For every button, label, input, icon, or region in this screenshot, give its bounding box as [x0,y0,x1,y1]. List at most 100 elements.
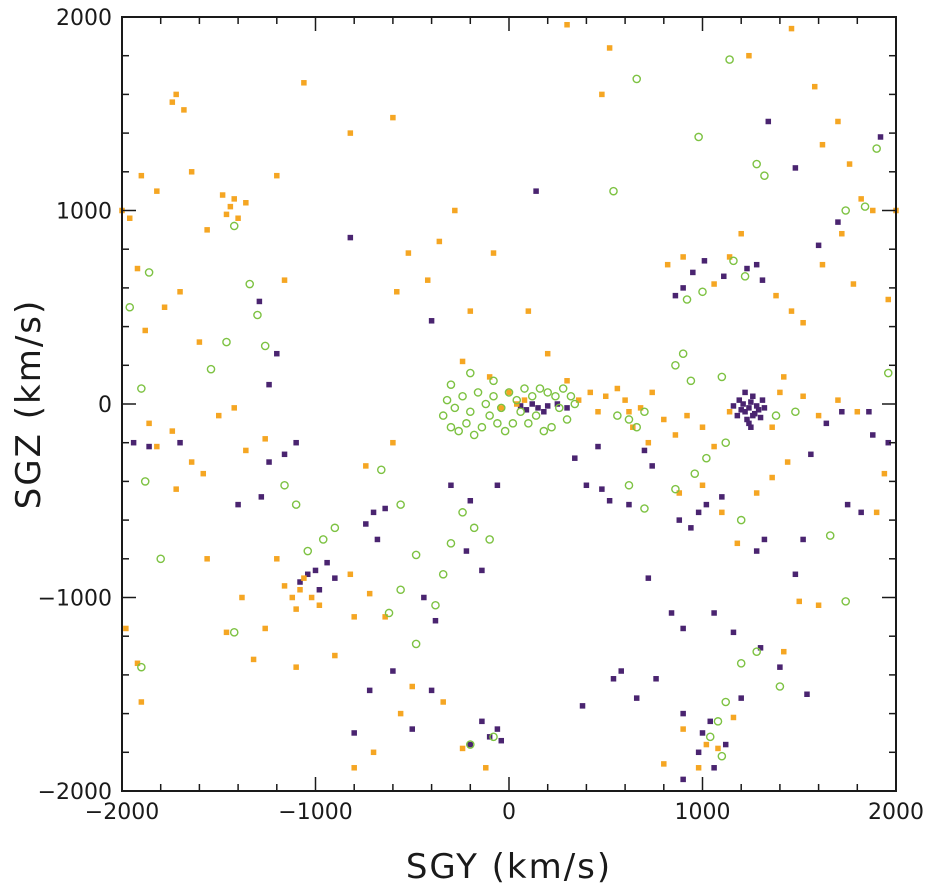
data-point [235,501,241,508]
data-point [740,401,746,407]
data-point [138,172,145,179]
data-point [676,517,683,523]
data-point [736,658,746,668]
data-point [633,695,640,701]
data-point [231,196,237,202]
data-point [173,91,179,98]
y-tick-label: 2000 [56,6,112,31]
data-point [436,238,443,245]
data-point [632,422,642,432]
data-point [729,256,738,266]
data-point [860,202,870,211]
data-point [347,571,354,578]
data-point [769,474,775,481]
data-point [363,521,369,527]
data-point [694,132,703,142]
data-point [222,337,231,347]
y-tick-label: 0 [98,393,112,418]
data-point [134,660,141,667]
data-point [465,740,475,749]
data-point [281,583,288,589]
data-point [473,388,483,397]
data-point [156,554,165,564]
data-point [711,281,717,287]
data-point [839,230,845,237]
data-point [761,405,768,411]
data-point [463,548,470,554]
data-point [544,403,551,409]
data-point [736,515,746,525]
data-point [761,536,768,543]
data-point [815,602,822,608]
data-point [606,45,613,51]
data-point [676,490,683,496]
data-point [688,525,694,531]
data-point [440,699,446,705]
data-point [800,319,806,326]
data-point [458,508,467,517]
data-point [485,535,494,544]
x-axis-tick-labels: −2000 −1000 0 1000 2000 [85,800,924,825]
data-point [521,397,528,403]
data-point [755,407,762,413]
data-point [788,308,795,314]
data-point [699,424,706,430]
data-point [671,484,680,494]
data-point [701,258,708,264]
data-point [533,188,539,194]
data-point [274,350,280,357]
data-point [775,682,785,691]
data-point [274,556,280,562]
data-point [699,730,706,736]
data-point [169,428,176,434]
data-point [668,610,675,616]
data-point [751,410,758,417]
data-point [250,656,257,663]
data-point [839,408,845,415]
data-point [632,74,642,84]
data-point [800,536,806,543]
data-point [742,408,748,415]
data-point [711,443,717,450]
data-point [173,486,179,492]
data-point [308,594,315,601]
data-point [885,296,892,303]
data-point [753,548,760,554]
data-point [614,385,621,392]
data-point [883,368,893,378]
data-point [678,349,688,358]
data-point [351,730,357,736]
data-point [844,501,851,508]
data-point [854,408,861,415]
data-point [870,432,876,438]
data-point [347,130,354,136]
data-point [719,509,725,516]
data-point [746,405,752,411]
data-point [671,360,680,370]
data-point [541,408,547,415]
data-point [680,726,686,732]
data-point [757,645,764,651]
data-point [258,494,265,500]
data-point [791,407,800,417]
data-point [489,732,498,742]
data-point [808,451,814,458]
data-point [695,509,702,516]
data-point [603,393,609,400]
data-point [825,531,835,540]
data-point [382,505,388,512]
data-point [446,422,456,432]
y-tick-label: 1000 [56,200,112,225]
x-tick-label: −2000 [85,800,159,825]
data-point [223,211,230,218]
data-point [738,695,744,701]
data-point [428,687,435,694]
data-point [866,408,872,415]
data-point [262,436,268,442]
data-point [243,200,249,206]
data-point [330,523,340,533]
data-point [154,188,160,194]
data-point [260,341,270,351]
data-point [243,447,249,454]
data-point [618,668,624,674]
